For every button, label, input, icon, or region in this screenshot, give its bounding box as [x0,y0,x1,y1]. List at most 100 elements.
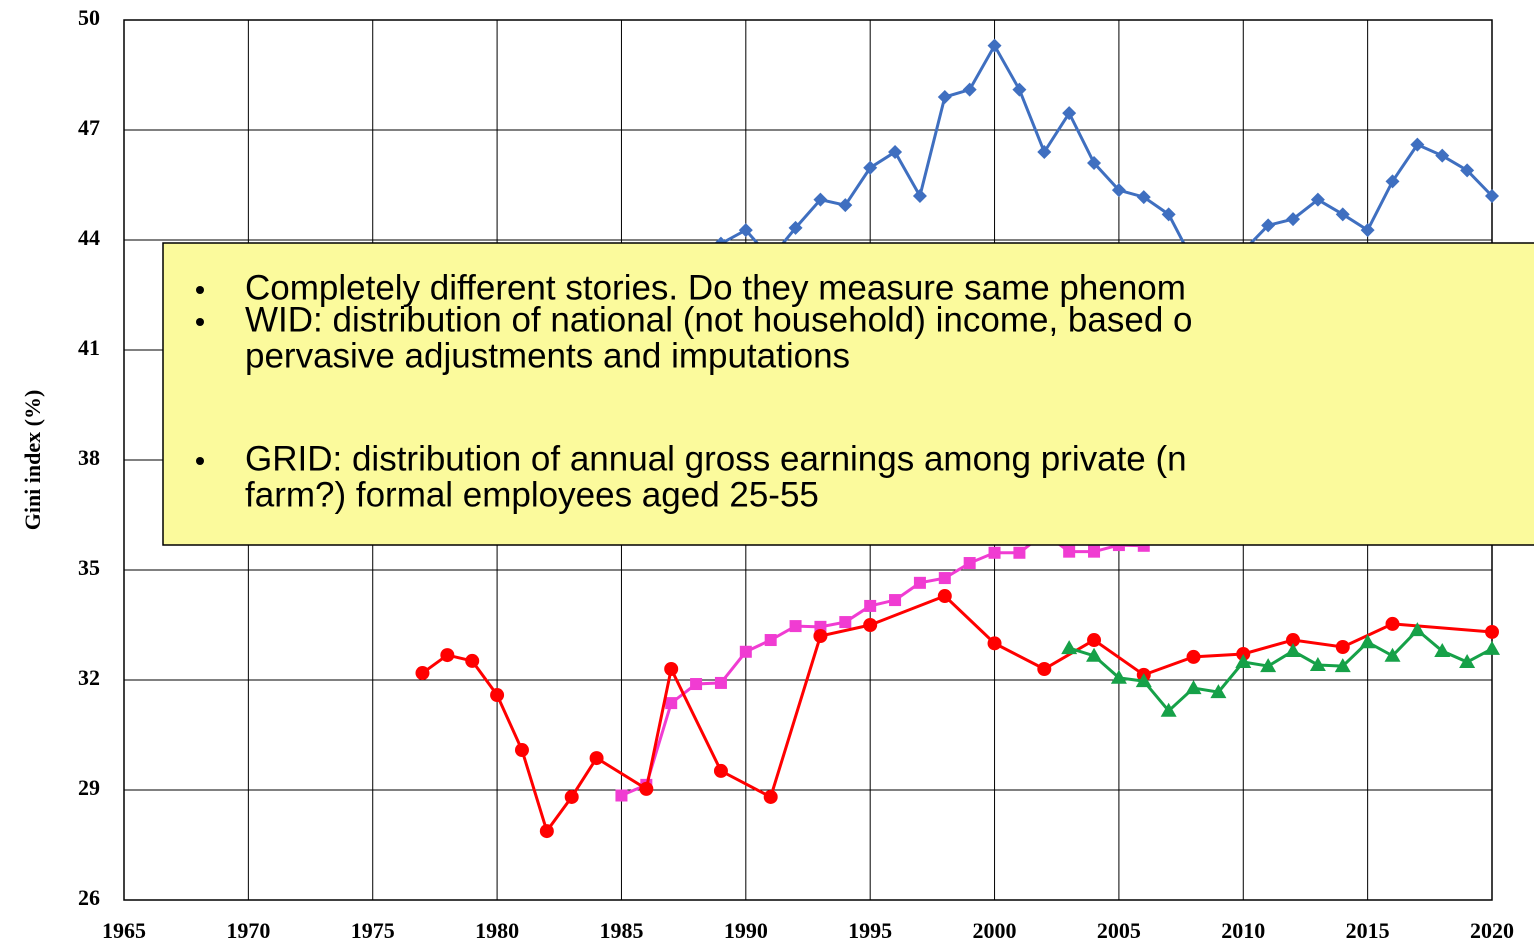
marker [789,620,802,633]
text-box-line: farm?) formal employees aged 25-55 [245,475,819,514]
marker [987,38,1002,53]
marker [415,666,430,681]
y-tick-label: 47 [78,115,100,140]
marker [1384,647,1401,662]
marker [639,781,654,796]
marker [788,220,803,235]
marker [615,789,628,802]
marker [514,743,529,758]
marker [764,634,777,647]
marker [1013,546,1026,559]
marker [1063,545,1076,558]
marker [1088,545,1101,558]
marker [938,572,951,585]
marker [1087,156,1102,170]
marker [1110,669,1127,684]
marker [1260,658,1277,673]
y-tick-label: 26 [78,885,100,910]
marker [1086,647,1103,662]
marker [912,189,927,203]
marker [1385,174,1400,189]
marker [1012,82,1027,97]
marker [1460,163,1475,178]
marker [1037,145,1052,159]
bullet [196,286,204,294]
marker [913,576,926,589]
x-tick-label: 1970 [226,918,270,943]
marker [863,618,878,632]
x-tick-label: 1985 [599,918,643,943]
x-tick-label: 2000 [973,918,1017,943]
text-box-line: Completely different stories. Do they me… [245,268,1186,307]
x-tick-label: 2010 [1221,918,1265,943]
marker [1435,148,1450,163]
marker [1261,218,1276,233]
y-tick-label: 32 [78,665,100,690]
marker [1185,680,1202,695]
marker [863,160,878,175]
marker [1160,702,1177,717]
marker [889,594,902,607]
x-tick-label: 2020 [1470,918,1514,943]
marker [490,688,505,703]
marker [864,599,877,612]
marker [1309,656,1326,671]
marker [839,616,852,629]
marker [713,763,728,778]
marker [1236,646,1251,661]
marker [440,648,455,663]
y-tick-label: 29 [78,775,100,800]
marker [937,90,952,104]
text-box-line: pervasive adjustments and imputations [245,336,850,375]
marker [963,557,976,570]
marker [1334,658,1351,673]
marker [1459,654,1476,669]
y-tick-label: 35 [78,555,100,580]
marker [589,751,604,766]
marker [838,198,853,213]
marker [1135,673,1152,688]
marker [988,546,1001,559]
text-box-line: GRID: distribution of annual gross earni… [245,439,1187,478]
marker [1484,640,1500,655]
bullet [196,318,204,326]
marker [1285,643,1302,658]
series-line [620,531,1144,797]
marker [1485,624,1499,639]
x-tick-label: 1995 [848,918,892,943]
bullet [196,457,204,465]
marker [813,629,828,643]
marker [1111,183,1126,198]
text-box-line: WID: distribution of national (not house… [245,300,1192,339]
marker [738,223,753,238]
marker [1087,633,1102,648]
marker [937,589,952,604]
marker [665,697,678,710]
marker [1434,643,1451,658]
x-tick-label: 2005 [1097,918,1141,943]
marker [1062,106,1077,121]
series-line [695,42,1494,268]
marker [1136,190,1151,205]
marker [1360,223,1375,238]
marker [1061,640,1078,655]
marker [1335,640,1350,654]
y-tick-label: 44 [78,225,100,250]
marker [1310,192,1325,207]
marker [1359,634,1376,649]
marker [664,662,679,676]
marker [987,636,1002,651]
y-axis-title: Gini index (%) [20,390,45,531]
y-tick-label: 38 [78,445,100,470]
x-tick-label: 1965 [102,918,146,943]
marker [763,789,778,804]
marker [1385,616,1400,631]
marker [1186,649,1201,664]
x-tick-label: 1980 [475,918,519,943]
y-tick-label: 41 [78,335,100,360]
marker [539,824,554,839]
marker [1235,654,1252,669]
marker [1210,684,1227,699]
